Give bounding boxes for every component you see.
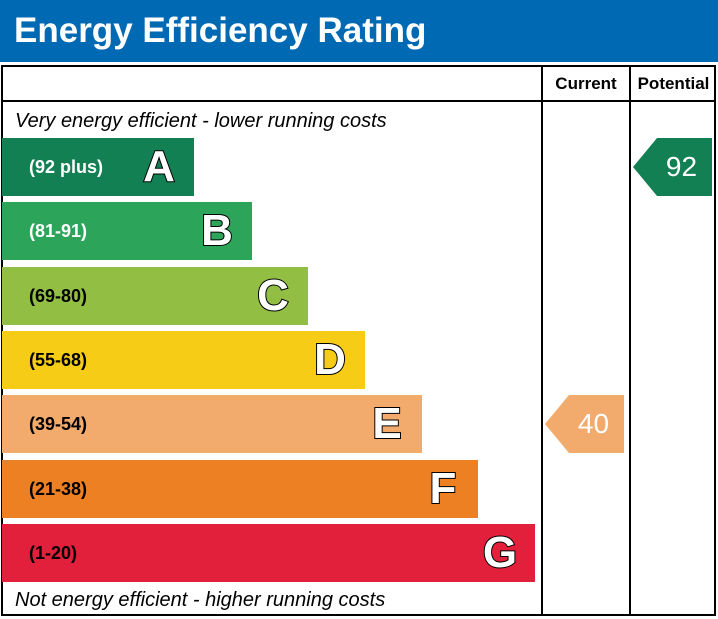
band-f: (21-38) F xyxy=(2,459,478,518)
page-title: Energy Efficiency Rating xyxy=(14,11,427,50)
current-arrow-body xyxy=(545,395,624,454)
potential-arrow-shape xyxy=(633,138,712,196)
band-letter: F xyxy=(429,463,458,514)
potential-column-header: Potential xyxy=(637,74,710,93)
band-letter: A xyxy=(142,141,176,192)
band-letter: B xyxy=(200,205,234,256)
top-caption: Very energy efficient - lower running co… xyxy=(15,110,387,132)
band-letter: G xyxy=(482,527,518,578)
current-arrow-shape xyxy=(545,395,624,454)
potential-arrow-body xyxy=(633,138,712,196)
potential-column-divider xyxy=(629,65,631,616)
current-rating-value: 40 xyxy=(577,408,610,440)
band-letter: C xyxy=(256,270,290,321)
current-column-header: Current xyxy=(555,74,617,93)
band-g: (1-20) G xyxy=(2,523,535,582)
potential-rating-arrow: 92 xyxy=(633,138,712,196)
band-letter: E xyxy=(371,398,402,449)
band-range-label: (55-68) xyxy=(29,349,88,370)
current-rating-arrow: 40 xyxy=(545,395,624,454)
header-row-divider xyxy=(1,100,716,102)
bottom-caption: Not energy efficient - higher running co… xyxy=(15,589,386,611)
band-letter: D xyxy=(313,334,347,385)
band-range-label: (69-80) xyxy=(29,285,88,306)
band-c: (69-80) C xyxy=(2,266,308,325)
band-range-label: (21-38) xyxy=(29,478,88,499)
band-range-label: (92 plus) xyxy=(29,157,104,177)
header-bar: Energy Efficiency Rating xyxy=(0,0,718,62)
band-range-label: (39-54) xyxy=(29,414,88,435)
band-d: (55-68) D xyxy=(2,330,365,389)
band-e: (39-54) E xyxy=(2,395,422,454)
current-column-divider xyxy=(541,65,543,616)
potential-rating-value: 92 xyxy=(665,151,698,182)
band-range-label: (81-91) xyxy=(29,221,88,242)
band-a: (92 plus) A xyxy=(2,138,194,196)
band-range-label: (1-20) xyxy=(29,542,78,563)
band-b: (81-91) B xyxy=(2,202,252,261)
